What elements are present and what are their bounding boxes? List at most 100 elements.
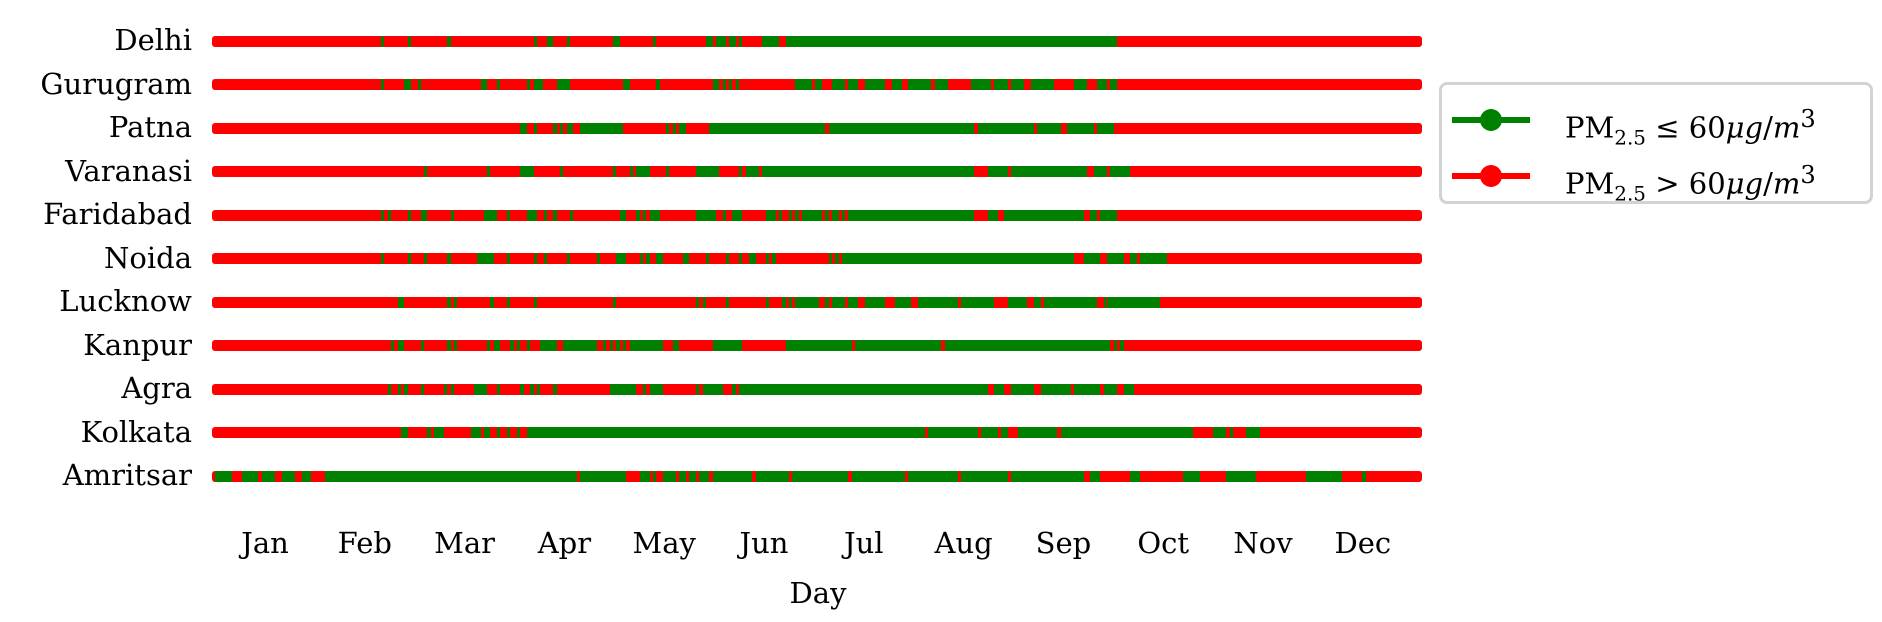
good-segment: [848, 296, 859, 308]
good-segment: [530, 383, 534, 395]
good-segment: [454, 296, 458, 308]
good-segment: [487, 340, 491, 351]
good-segment: [755, 470, 789, 482]
good-segment: [825, 296, 829, 308]
good-segment: [603, 340, 607, 351]
good-segment: [1097, 79, 1108, 90]
x-tick-oct: Oct: [1137, 526, 1190, 560]
good-segment: [1305, 470, 1343, 482]
legend-label-bad: PM2.5 > 60μg/m3: [1565, 161, 1816, 206]
good-segment: [450, 383, 454, 395]
timeline-agra: [212, 383, 1422, 395]
good-segment: [324, 470, 577, 482]
good-segment: [420, 340, 425, 351]
good-segment: [490, 296, 494, 308]
good-segment: [971, 79, 992, 90]
good-segment: [1083, 253, 1101, 264]
good-segment: [381, 35, 385, 47]
x-tick-sep: Sep: [1035, 526, 1092, 560]
good-segment: [470, 427, 481, 438]
good-segment: [533, 122, 537, 134]
good-segment: [1073, 79, 1088, 90]
good-segment: [497, 427, 501, 438]
x-tick-aug: Aug: [934, 526, 993, 560]
good-segment: [609, 340, 614, 351]
good-segment: [1123, 383, 1134, 395]
good-segment: [566, 253, 571, 264]
good-segment: [400, 427, 408, 438]
good-segment: [381, 253, 385, 264]
good-segment: [828, 122, 975, 134]
good-segment: [891, 79, 902, 90]
timeline-delhi: [212, 35, 1422, 47]
good-segment: [629, 166, 633, 177]
good-segment: [444, 383, 448, 395]
good-segment: [623, 79, 630, 90]
good-segment: [215, 470, 232, 482]
good-segment: [1063, 427, 1194, 438]
good-segment: [1226, 470, 1257, 482]
good-segment: [560, 122, 564, 134]
good-segment: [447, 340, 451, 351]
good-segment: [1037, 122, 1061, 134]
good-segment: [831, 296, 846, 308]
good-segment: [424, 253, 428, 264]
good-segment: [560, 166, 564, 177]
good-segment: [765, 209, 776, 221]
good-segment: [397, 340, 405, 351]
good-segment: [1034, 296, 1041, 308]
legend-label-good: PM2.5 ≤ 60μg/m3: [1565, 105, 1816, 150]
good-segment: [616, 253, 627, 264]
good-segment: [712, 79, 720, 90]
good-segment: [977, 122, 1035, 134]
good-segment: [381, 209, 385, 221]
good-segment: [420, 209, 428, 221]
good-segment: [729, 35, 736, 47]
good-segment: [629, 340, 663, 351]
good-segment: [705, 35, 713, 47]
timeline-noida: [212, 253, 1422, 264]
good-segment: [613, 166, 617, 177]
x-tick-feb: Feb: [337, 526, 392, 560]
good-segment: [1093, 166, 1108, 177]
good-segment: [662, 470, 677, 482]
good-segment: [828, 253, 832, 264]
y-label-amritsar: Amritsar: [62, 458, 192, 492]
timeline-varanasi: [212, 166, 1422, 177]
good-segment: [848, 79, 859, 90]
good-segment: [483, 209, 498, 221]
good-segment: [709, 122, 826, 134]
good-segment: [722, 209, 726, 221]
good-segment: [739, 383, 988, 395]
good-segment: [533, 35, 537, 47]
good-segment: [1107, 296, 1161, 308]
y-label-noida: Noida: [104, 240, 192, 275]
good-segment: [516, 427, 521, 438]
good-segment: [1010, 79, 1025, 90]
good-segment: [762, 35, 779, 47]
good-segment: [696, 209, 716, 221]
good-segment: [981, 427, 998, 438]
good-segment: [447, 296, 451, 308]
good-segment: [765, 296, 769, 308]
timeline-kanpur: [212, 340, 1422, 351]
good-segment: [679, 470, 687, 482]
good-segment: [397, 383, 401, 395]
good-segment: [918, 296, 958, 308]
good-segment: [556, 79, 571, 90]
good-segment: [566, 35, 571, 47]
good-segment: [696, 383, 700, 395]
good-segment: [407, 35, 411, 47]
good-segment: [507, 427, 511, 438]
good-segment: [281, 470, 295, 482]
good-segment: [1040, 383, 1071, 395]
good-segment: [1246, 427, 1260, 438]
good-segment: [722, 79, 726, 90]
good-segment: [526, 209, 537, 221]
good-segment: [987, 166, 1008, 177]
good-segment: [609, 383, 637, 395]
good-segment: [1030, 79, 1055, 90]
x-tick-nov: Nov: [1233, 526, 1293, 560]
good-segment: [928, 427, 978, 438]
good-segment: [642, 383, 647, 395]
